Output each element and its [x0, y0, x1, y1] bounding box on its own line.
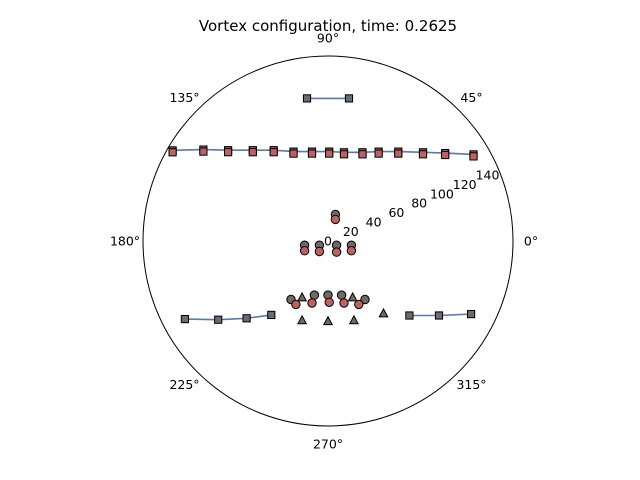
vortex-circle-marker: [299, 246, 310, 256]
theta-tick-label: 90°: [317, 31, 339, 46]
vortex-circle-marker: [336, 290, 347, 300]
vortex-square-marker: [269, 148, 278, 157]
vortex-square-marker: [374, 149, 383, 158]
vortex-square-marker: [467, 310, 476, 319]
vortex-square-marker: [358, 150, 367, 159]
vortex-circle-marker: [330, 214, 341, 225]
vortex-square-marker: [307, 149, 317, 158]
vortex-square-marker: [248, 148, 257, 157]
vortex-square-marker: [441, 150, 450, 160]
vortex-triangle-marker: [297, 291, 308, 302]
vortex-circle-marker: [307, 298, 317, 308]
polar-frame: [142, 55, 514, 427]
vortex-circle-marker: [331, 247, 342, 257]
vortex-square-marker: [344, 94, 354, 103]
r-tick-label: 140: [476, 167, 500, 182]
theta-tick-label: 315°: [456, 377, 486, 392]
vortex-circle-marker: [324, 297, 334, 307]
vortex-triangle-marker: [347, 291, 358, 302]
chart-title: Vortex configuration, time: 0.2625: [199, 17, 457, 35]
vortex-square-marker: [224, 148, 233, 157]
r-tick-label: 80: [411, 196, 427, 211]
theta-tick-label: 180°: [110, 234, 140, 249]
vortex-square-marker: [339, 150, 349, 159]
vortex-square-marker: [242, 314, 251, 323]
theta-tick-label: 270°: [313, 437, 343, 452]
vortex-square-marker: [168, 148, 177, 157]
angular-tick-labels: 0° 45° 90° 135° 180° 225° 270° 315°: [110, 31, 538, 452]
vortex-track-line: [184, 314, 272, 321]
r-tick-label: 0: [324, 234, 332, 249]
vortex-triangle-marker: [297, 314, 308, 325]
vortex-track-line: [172, 148, 474, 156]
vortex-markers: [168, 94, 478, 326]
vortex-circle-marker: [309, 290, 320, 300]
vortex-square-marker: [325, 149, 334, 158]
track-lines: [172, 97, 474, 321]
r-tick-label: 120: [453, 177, 477, 192]
vortex-square-marker: [418, 150, 428, 159]
vortex-square-marker: [469, 152, 478, 161]
r-tick-label: 20: [343, 224, 359, 239]
vortex-square-marker: [214, 315, 223, 324]
vortex-circle-marker: [346, 246, 357, 256]
theta-tick-label: 135°: [169, 90, 199, 105]
theta-tick-label: 45°: [460, 90, 482, 105]
vortex-square-marker: [434, 311, 444, 320]
vortex-square-marker: [199, 147, 208, 156]
vortex-circle-marker: [339, 298, 349, 308]
vortex-triangle-marker: [348, 314, 359, 325]
vortex-square-marker: [289, 149, 298, 158]
vortex-square-marker: [302, 94, 312, 103]
vortex-triangle-marker: [322, 315, 334, 326]
r-tick-label: 60: [388, 205, 404, 220]
theta-tick-label: 225°: [169, 377, 199, 392]
theta-tick-label: 0°: [524, 234, 538, 249]
r-tick-label: 40: [366, 215, 382, 230]
vortex-circle-marker: [360, 294, 370, 305]
vortex-square-marker: [405, 311, 414, 320]
r-tick-label: 100: [430, 186, 454, 201]
vortex-circle-marker: [354, 299, 364, 310]
vortex-square-marker: [394, 149, 403, 158]
vortex-square-marker: [180, 315, 190, 324]
vortex-circle-marker: [314, 246, 325, 257]
vortex-circle-marker: [291, 299, 301, 310]
vortex-triangle-marker: [378, 307, 389, 318]
vortex-square-marker: [267, 310, 276, 319]
